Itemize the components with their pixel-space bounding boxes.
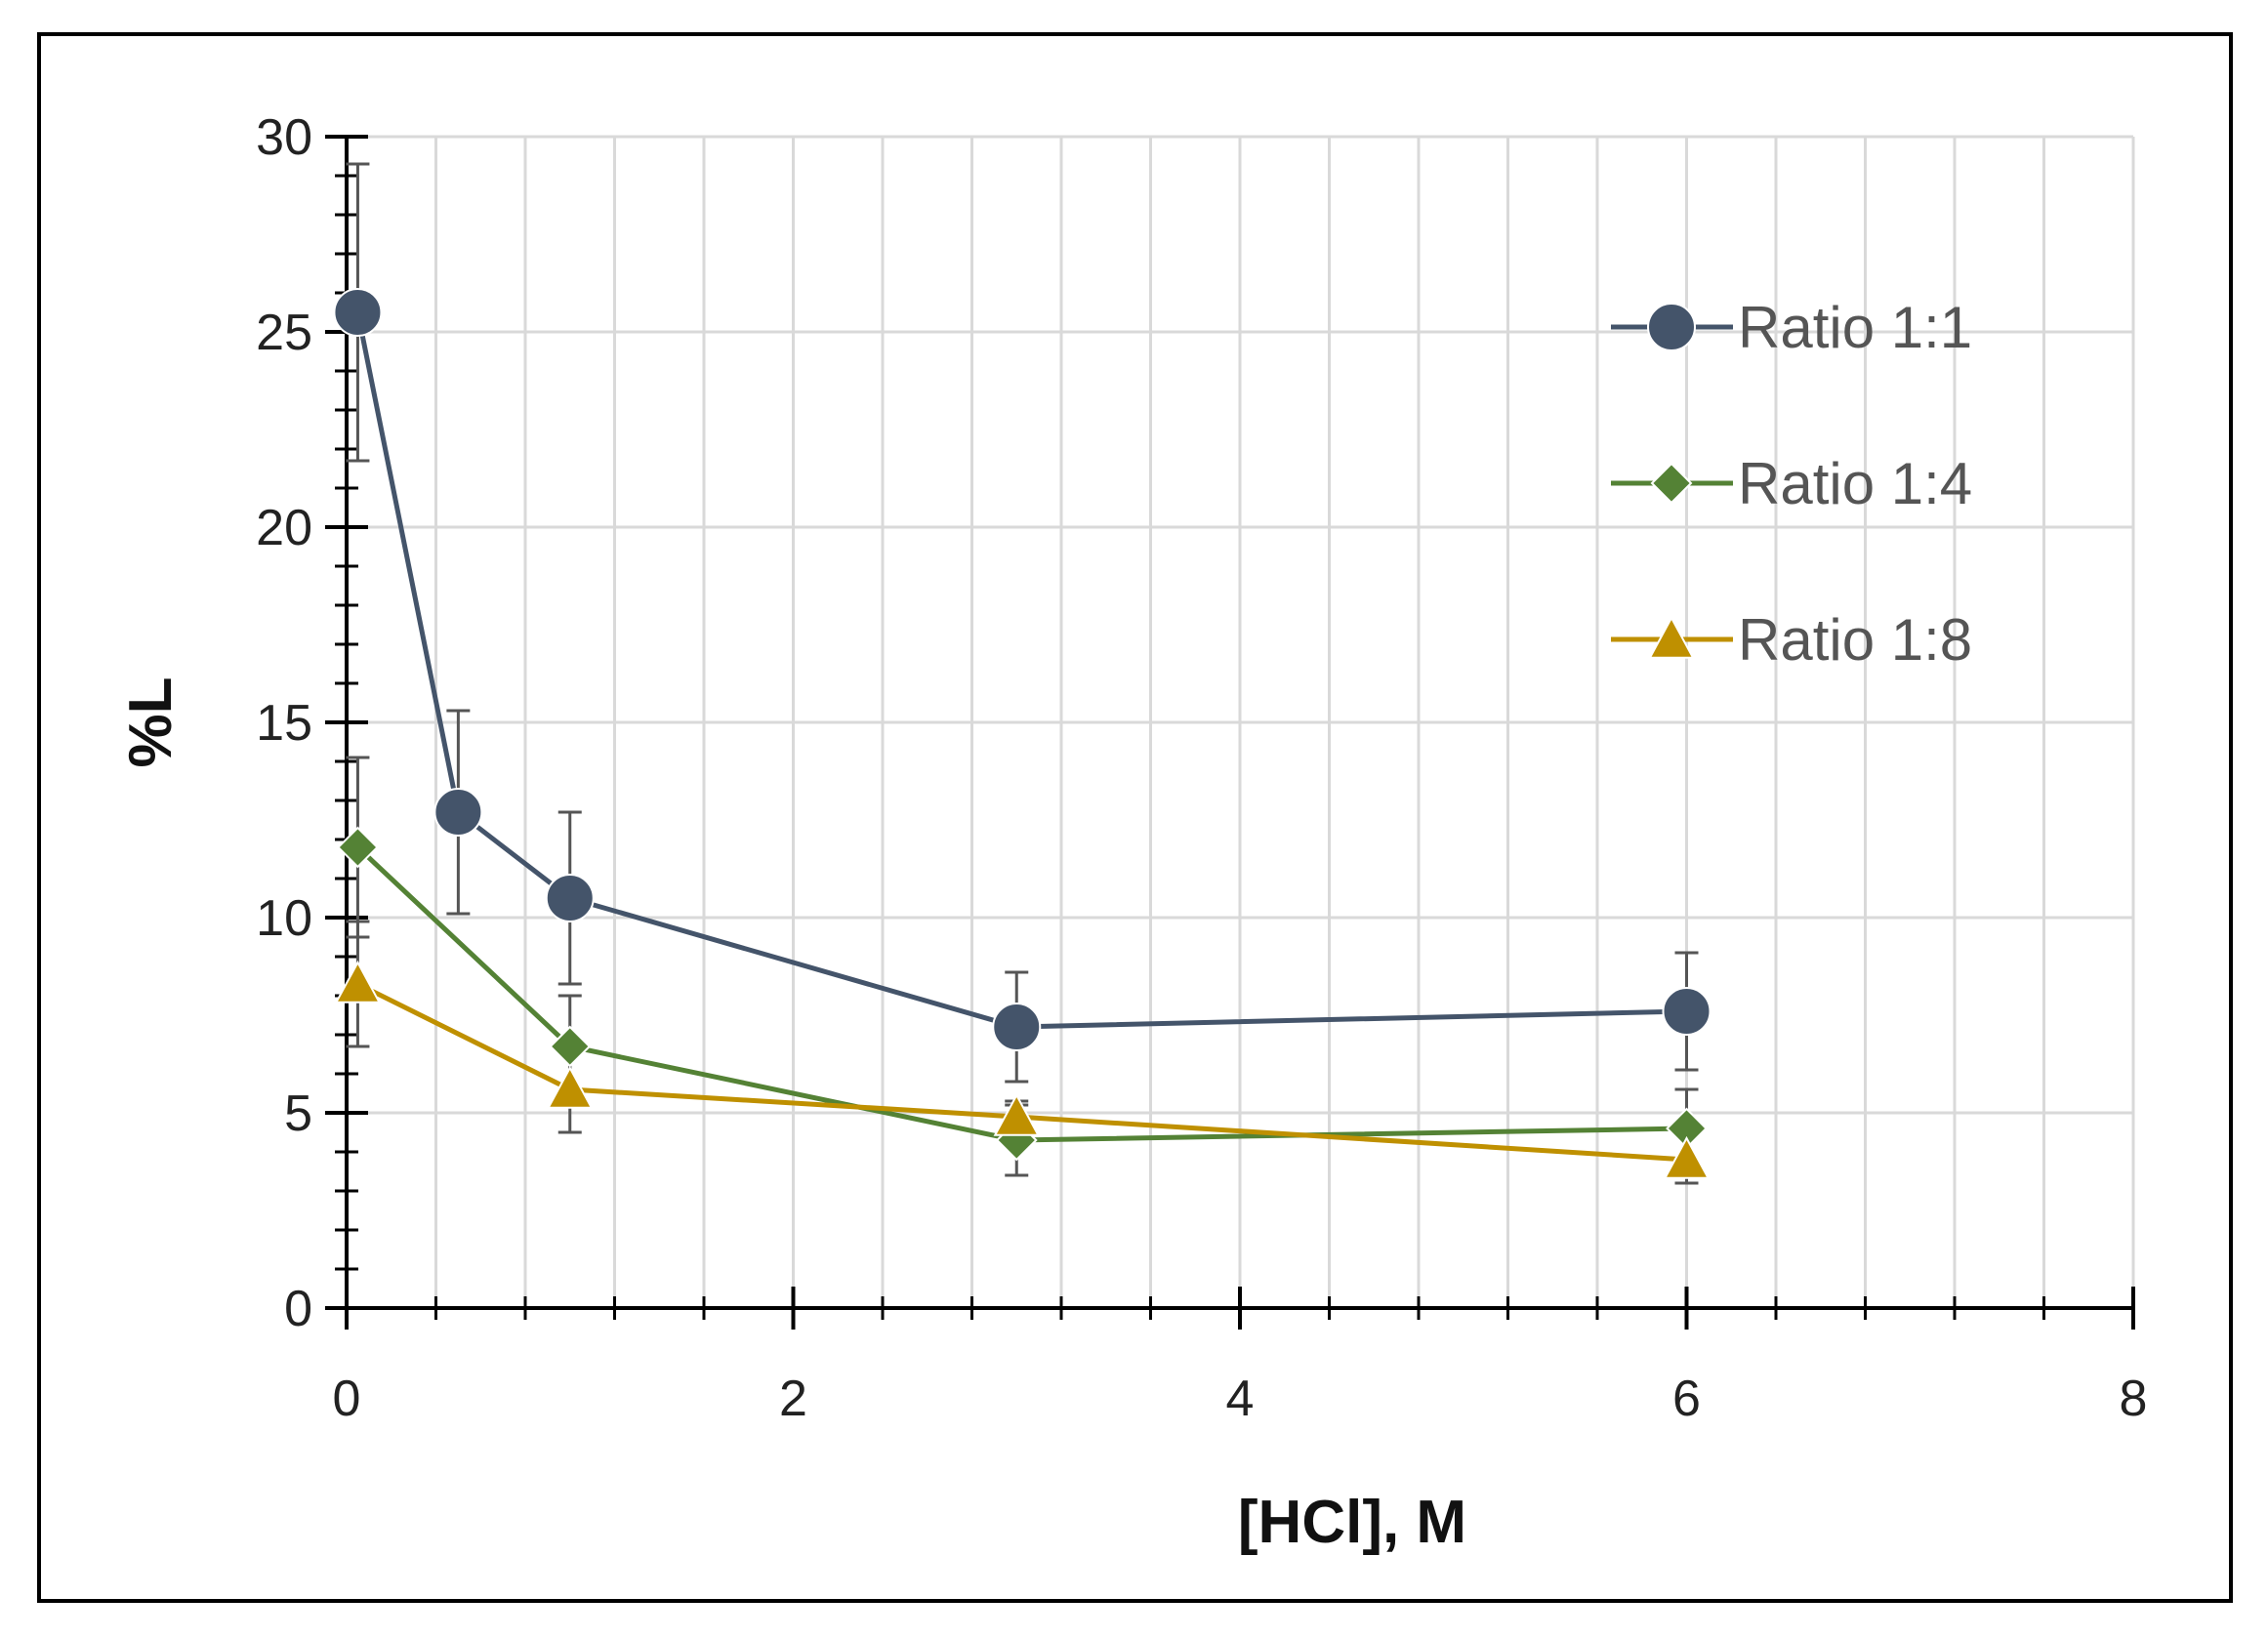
data-point xyxy=(334,960,382,1003)
data-point xyxy=(992,1003,1042,1051)
legend-label: Ratio 1:8 xyxy=(1738,607,1972,673)
x-tick-label: 2 xyxy=(779,1371,807,1427)
data-point xyxy=(1663,1135,1711,1179)
legend-item-3: Ratio 1:8 xyxy=(1611,607,1972,673)
x-tick-label: 4 xyxy=(1226,1371,1255,1427)
data-point xyxy=(337,826,379,869)
data-point xyxy=(1662,987,1711,1036)
legend-label: Ratio 1:4 xyxy=(1738,451,1972,516)
legend-item-1: Ratio 1:1 xyxy=(1611,295,1972,360)
y-tick-label: 5 xyxy=(284,1085,312,1142)
data-point xyxy=(333,288,383,337)
x-tick-label: 0 xyxy=(333,1371,361,1427)
x-tick-label: 6 xyxy=(1672,1371,1701,1427)
data-point xyxy=(993,1092,1040,1136)
y-tick-label: 30 xyxy=(256,109,312,166)
data-series xyxy=(333,162,1711,1185)
y-axis-title: %L xyxy=(117,677,185,768)
legend-item-2: Ratio 1:4 xyxy=(1611,451,1972,516)
data-point xyxy=(547,1065,594,1109)
y-tick-label: 15 xyxy=(256,695,312,752)
y-tick-label: 25 xyxy=(256,305,312,361)
x-tick-label: 8 xyxy=(2120,1371,2148,1427)
legend-marker xyxy=(1647,303,1696,351)
data-point xyxy=(433,788,483,837)
chart-border xyxy=(37,32,2233,1603)
series-line xyxy=(355,845,1687,1143)
legend-marker xyxy=(1650,462,1693,505)
series-line xyxy=(356,981,1687,1163)
y-tick-label: 10 xyxy=(256,890,312,947)
legend: Ratio 1:1 Ratio 1:4 Ratio 1:8 xyxy=(1611,295,1972,673)
legend-marker xyxy=(1648,615,1695,659)
series-1 xyxy=(333,288,1711,1051)
x-axis-title: [HCl], M xyxy=(1238,1489,1466,1556)
series-3 xyxy=(334,960,1711,1179)
y-tick-label: 20 xyxy=(256,500,312,556)
legend-label: Ratio 1:1 xyxy=(1738,295,1972,360)
y-tick-label: 0 xyxy=(284,1281,312,1337)
data-point xyxy=(545,874,595,922)
gridlines xyxy=(347,135,2135,1308)
